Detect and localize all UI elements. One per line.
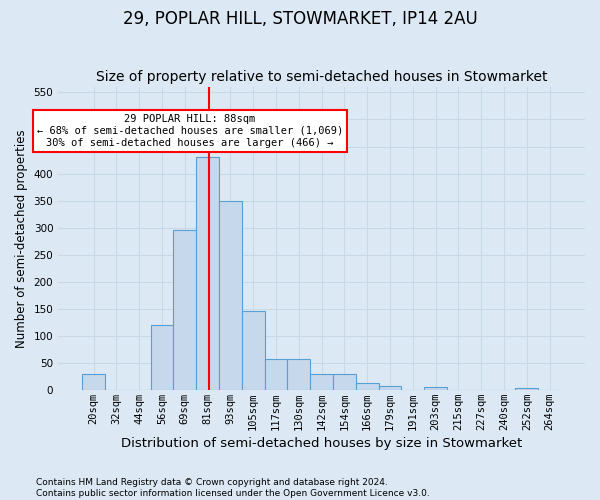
Text: 29 POPLAR HILL: 88sqm
← 68% of semi-detached houses are smaller (1,069)
30% of s: 29 POPLAR HILL: 88sqm ← 68% of semi-deta…: [37, 114, 343, 148]
Bar: [333, 374, 356, 390]
Text: 29, POPLAR HILL, STOWMARKET, IP14 2AU: 29, POPLAR HILL, STOWMARKET, IP14 2AU: [122, 10, 478, 28]
X-axis label: Distribution of semi-detached houses by size in Stowmarket: Distribution of semi-detached houses by …: [121, 437, 522, 450]
Bar: [265, 359, 287, 390]
Bar: [515, 388, 538, 390]
Bar: [151, 325, 173, 390]
Bar: [356, 384, 379, 390]
Text: Contains HM Land Registry data © Crown copyright and database right 2024.
Contai: Contains HM Land Registry data © Crown c…: [36, 478, 430, 498]
Y-axis label: Number of semi-detached properties: Number of semi-detached properties: [15, 129, 28, 348]
Title: Size of property relative to semi-detached houses in Stowmarket: Size of property relative to semi-detach…: [96, 70, 547, 85]
Bar: [310, 374, 333, 390]
Bar: [242, 312, 265, 390]
Bar: [379, 386, 401, 390]
Bar: [173, 230, 196, 390]
Bar: [82, 374, 105, 390]
Bar: [196, 158, 219, 390]
Bar: [219, 200, 242, 390]
Bar: [287, 359, 310, 390]
Bar: [424, 387, 447, 390]
